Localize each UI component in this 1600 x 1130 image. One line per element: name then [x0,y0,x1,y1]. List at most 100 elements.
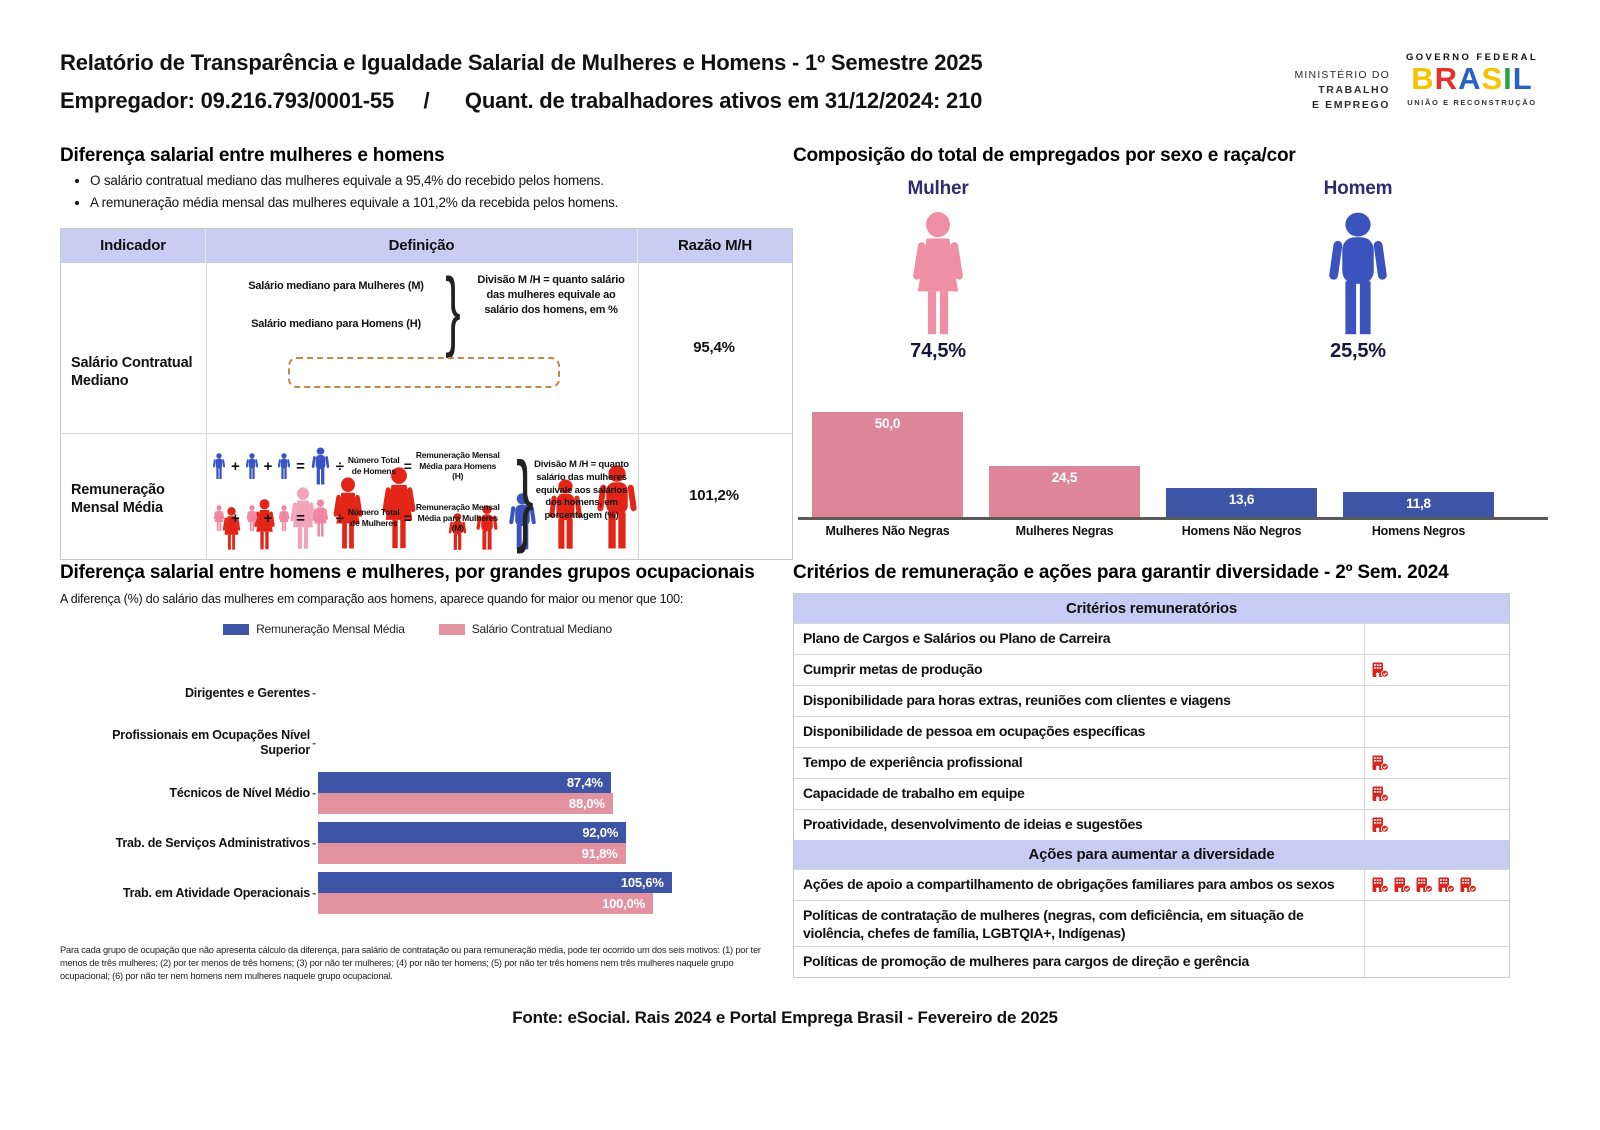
men-total-label: Número Total de Homens [347,455,400,476]
axis-tick: - [312,886,316,900]
row2-def-note: Divisão M /H = quanto salário das mulher… [534,459,629,522]
criteria-row: Proatividade, desenvolvimento de ideias … [794,809,1509,840]
occupational-bar: 91,8% [318,843,626,864]
brace-glyph: } [445,259,461,359]
legend-swatch-blue [223,623,250,635]
occupational-bars: 92,0% 91,8% [318,822,775,864]
page-title: Relatório de Transparência e Igualdade S… [60,50,983,75]
criteria-icons-cell [1364,624,1509,654]
criteria-row: Políticas de promoção de mulheres para c… [794,946,1509,978]
criteria-label: Políticas de promoção de mulheres para c… [803,953,1249,970]
criteria-label: Cumprir metas de produção [803,661,983,677]
women-result-label: Remuneração Mensal Média para Mulheres (… [415,502,500,534]
criteria-row: Plano de Cargos e Salários ou Plano de C… [794,623,1509,654]
gov-federal-logo: GOVERNO FEDERAL BRASIL UNIÃO E RECONSTRU… [1402,52,1542,107]
median-connector-box [288,357,560,388]
equals-sign: = [403,458,412,474]
axis-tick: - [312,836,316,850]
female-icon-large [309,499,332,538]
composition-bar-chart: 50,0 24,5 13,6 11,8 [798,407,1548,520]
criteria-icons-cell [1364,686,1509,716]
male-icon [211,453,227,480]
criteria-label: Tempo de experiência profissional [803,754,1023,770]
criteria-icons-cell [1364,810,1509,840]
male-icon-large [1319,212,1397,338]
brasil-letter: L [1512,61,1533,96]
row1-indicator: Salário Contratual Mediano [71,355,193,390]
axis-tick: - [312,786,316,800]
legend-label: Salário Contratual Mediano [471,622,612,636]
legend-item-mensal-media: Remuneração Mensal Média [223,622,405,636]
brasil-wordmark: BRASIL [1402,61,1542,96]
criteria-title: Critérios de remuneração e ações para ga… [793,562,1449,583]
brace-glyph: } [516,442,534,555]
ministry-line-1: MINISTÉRIO DO [1294,69,1390,81]
legend-swatch-pink [438,623,465,635]
equals-sign: = [296,509,305,527]
col-header-razao: Razão M/H [677,237,753,254]
company-check-icon [1372,786,1389,802]
occupational-title: Diferença salarial entre homens e mulher… [60,562,755,583]
men-average-formula: + + = ÷ Número Total de Homens = Remuner… [211,441,500,491]
axis-tick: - [312,686,316,700]
ministry-wordmark: MINISTÉRIO DO TRABALHO E EMPREGO [1294,68,1390,114]
composition-title: Composição do total de empregados por se… [793,145,1296,166]
brasil-letter: R [1434,61,1459,96]
bullet-mean-salary: A remuneração média mensal das mulheres … [90,192,750,214]
occupational-bar-chart: Dirigentes e Gerentes - Profissionais em O… [60,668,775,918]
criteria-label: Proatividade, desenvolvimento de ideias … [803,816,1143,832]
row1-ratio: 95,4% [693,339,735,356]
criteria-label: Ações de apoio a compartilhamento de obr… [803,876,1335,892]
occupational-category-label: Trab. em Atividade Operacionais [122,885,310,900]
col-header-definicao: Definição [206,229,638,263]
criteria-row: Políticas de contratação de mulheres (ne… [794,900,1509,947]
male-figure [1278,212,1438,343]
row1-def-women: Salário mediano para Mulheres (M) [248,280,424,292]
occupational-subtitle: A diferença (%) do salário das mulheres … [60,592,684,606]
criteria-row: Disponibilidade para horas extras, reuni… [794,685,1509,716]
female-icon [276,505,292,532]
women-total-label: Número Total de Mulheres [347,507,400,528]
plus-sign: + [263,509,273,527]
male-percentage: 25,5% [1330,340,1386,362]
criteria-label: Plano de Cargos e Salários ou Plano de C… [803,630,1111,646]
criteria-row: Ações de apoio a compartilhamento de obr… [794,869,1509,900]
criteria-icons-cell [1364,717,1509,747]
table-divider [638,263,639,559]
equals-sign: = [403,510,412,526]
row2-indicator: Remuneração Mensal Média [71,482,165,517]
female-icon [211,505,227,532]
occupational-category-label: Profissionais em Ocupações Nível Superio… [112,728,310,757]
female-group-label: Mulher [907,178,969,199]
male-icon [276,453,292,480]
divide-sign: ÷ [335,509,344,527]
female-icon-large [899,212,977,338]
composition-category: Homens Negros [1371,524,1466,538]
criteria-icons-cell [1364,748,1509,778]
criteria-section-header: Ações para aumentar a diversidade [794,840,1509,869]
criteria-row: Capacidade de trabalho em equipe [794,778,1509,809]
occupational-row: Técnicos de Nível Médio -87,4% 88,0% [60,768,775,818]
occupational-bars: 105,6% 100,0% [318,872,775,914]
occupational-bar: 100,0% [318,893,653,914]
company-check-icon [1460,877,1477,893]
occupational-bar: 88,0% [318,793,613,814]
occupational-category-label: Técnicos de Nível Médio [169,785,310,800]
table-divider [61,433,792,434]
legend-item-contratual-mediano: Salário Contratual Mediano [438,622,612,636]
criteria-label: Disponibilidade para horas extras, reuni… [803,692,1231,708]
men-result-label: Remuneração Mensal Média para Homens (H) [415,450,500,482]
criteria-label: Capacidade de trabalho em equipe [803,785,1025,801]
criteria-table: Critérios remuneratórios Plano de Cargos … [793,593,1510,979]
criteria-section-header: Critérios remuneratórios [794,594,1509,623]
col-header-indicador: Indicador [61,229,206,263]
occupational-row: Trab. de Serviços Administrativos -92,0% 9… [60,818,775,868]
company-check-icon [1416,877,1433,893]
criteria-icons-cell [1364,655,1509,685]
company-check-icon [1394,877,1411,893]
occupational-bar: 87,4% [318,772,611,793]
criteria-label: Políticas de contratação de mulheres (ne… [803,907,1304,942]
criteria-row: Cumprir metas de produção [794,654,1509,685]
occupational-bar: 92,0% [318,822,627,843]
